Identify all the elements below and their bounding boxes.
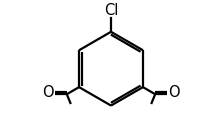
Text: O: O <box>168 85 180 100</box>
Text: O: O <box>42 85 54 100</box>
Text: Cl: Cl <box>104 3 118 18</box>
